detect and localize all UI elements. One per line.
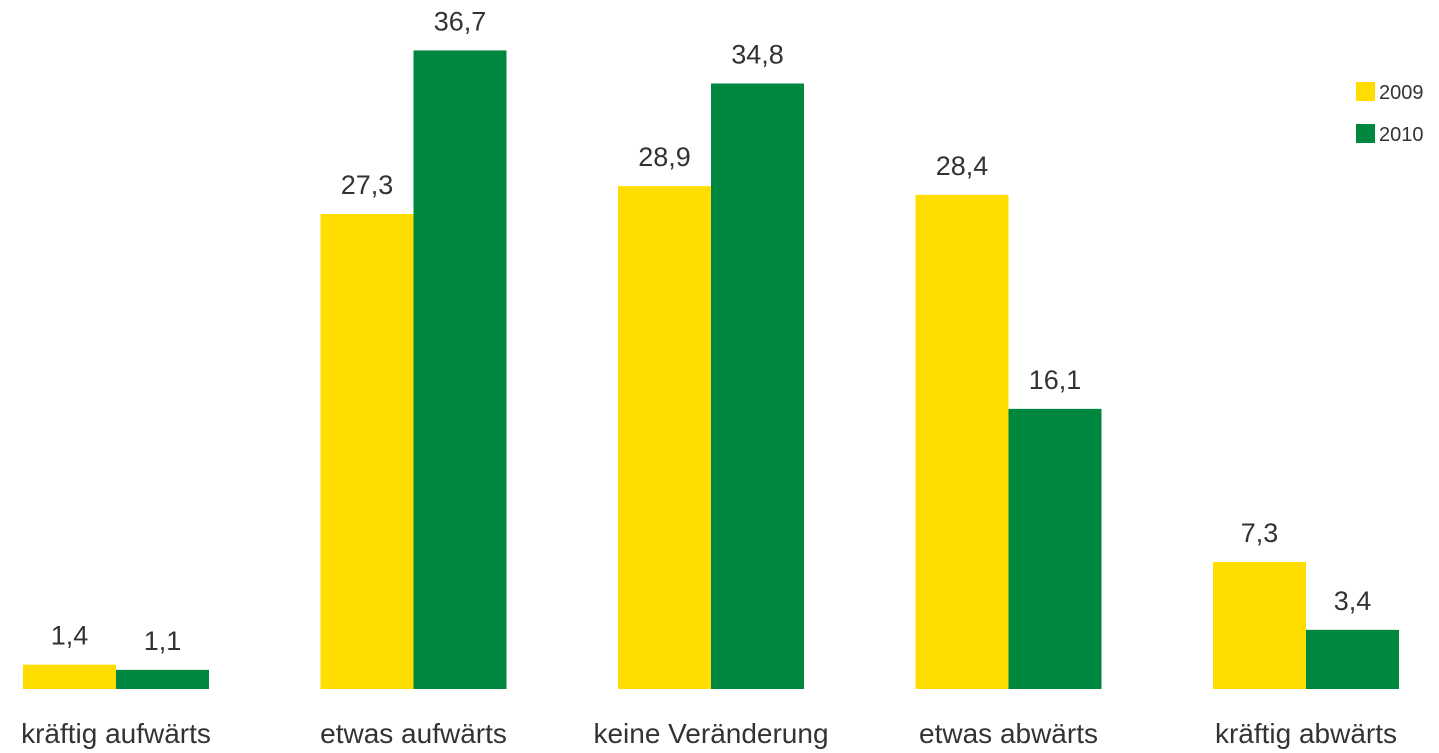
legend-label-2009: 2009	[1379, 82, 1424, 104]
legend-label-2010: 2010	[1379, 124, 1424, 146]
value-label-2009-1: 27,3	[341, 170, 394, 200]
bar-2009-0	[23, 664, 116, 689]
value-label-2009-0: 1,4	[51, 621, 89, 651]
bar-2009-1	[320, 213, 414, 690]
category-labels-group: kräftig aufwärts etwas aufwärts keine Verä…	[21, 718, 1397, 749]
bar-2009-3	[915, 194, 1009, 689]
value-label-2009-3: 28,4	[936, 151, 989, 181]
value-label-2010-4: 3,4	[1334, 586, 1372, 616]
bar-2010-2	[711, 83, 804, 690]
value-label-2009-4: 7,3	[1241, 518, 1279, 548]
value-label-2009-2: 28,9	[638, 142, 691, 172]
bars-group	[23, 50, 1399, 690]
legend-swatch-2010	[1356, 124, 1375, 143]
bar-2010-4	[1306, 629, 1399, 689]
value-label-2010-3: 16,1	[1029, 365, 1082, 395]
bar-2010-0	[116, 669, 209, 689]
category-label-2: keine Veränderung	[593, 718, 828, 749]
legend: 2009 2010	[1356, 82, 1424, 146]
value-label-2010-1: 36,7	[434, 6, 487, 36]
bar-2010-3	[1008, 408, 1102, 689]
value-label-2010-0: 1,1	[144, 626, 182, 656]
category-label-3: etwas abwärts	[919, 718, 1098, 749]
category-label-4: kräftig abwärts	[1215, 718, 1397, 749]
category-label-0: kräftig aufwärts	[21, 718, 211, 749]
category-label-1: etwas aufwärts	[320, 718, 507, 749]
bar-2010-1	[413, 50, 507, 690]
value-labels-group: 1,4 1,1 27,3 36,7 28,9 34,8 28,4 16,1 7,3 3,4	[51, 6, 1372, 655]
legend-swatch-2009	[1356, 82, 1375, 101]
bar-2009-4	[1213, 561, 1306, 689]
value-label-2010-2: 34,8	[731, 39, 784, 69]
bar-2009-2	[618, 186, 711, 689]
